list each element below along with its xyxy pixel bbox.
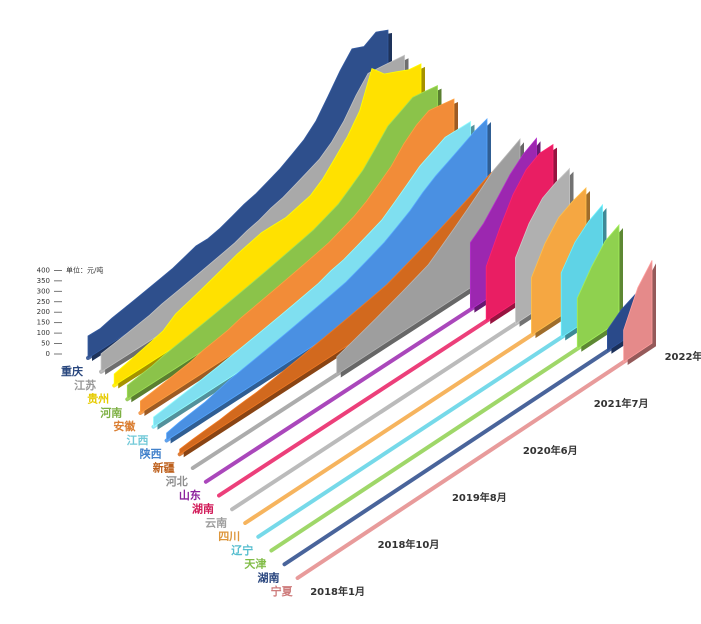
series-label: 山东 [179,488,201,502]
ribbon [623,260,653,363]
series-label: 四川 [218,530,240,543]
series-label: 重庆 [61,364,83,378]
y-tick-label: 50 [41,340,50,348]
series-label: 湖南 [258,570,280,584]
series-label: 安徽 [113,419,136,433]
x-tick-label: 2018年1月 [310,585,365,598]
series-baseline [282,330,638,567]
series-label: 河北 [166,474,188,488]
series-baseline [230,286,572,512]
series-label: 宁夏 [271,584,294,598]
series-label: 湖南 [192,502,214,516]
series-label: 陕西 [140,447,162,461]
x-tick-label: 2021年7月 [594,397,649,410]
series-baseline [269,319,621,553]
series-baseline [243,297,588,525]
y-tick-label: 350 [37,277,50,285]
y-axis-unit: 单位：元/吨 [66,265,103,274]
x-tick-label: 2022年9月 [665,350,701,363]
y-tick-label: 150 [37,319,50,327]
y-tick-label: 0 [46,350,50,358]
y-tick-label: 250 [37,298,50,306]
series-baseline [295,341,654,580]
y-tick-label: 400 [37,266,50,274]
y-tick-label: 100 [37,329,50,337]
series-label: 贵州 [87,392,109,406]
series-label: 河南 [100,405,122,419]
x-tick-label: 2020年6月 [523,444,578,457]
y-tick-label: 300 [37,287,50,295]
series-label: 江西 [127,433,149,447]
series-label: 云南 [205,515,227,529]
x-tick-label: 2018年10月 [378,538,440,551]
series-label: 江苏 [74,378,96,392]
series-label: 天津 [244,557,266,571]
series-label: 辽宁 [231,543,253,557]
series-label: 新疆 [153,460,175,474]
y-tick-label: 200 [37,308,50,316]
series-baseline [256,308,605,539]
x-tick-label: 2019年8月 [452,491,507,504]
